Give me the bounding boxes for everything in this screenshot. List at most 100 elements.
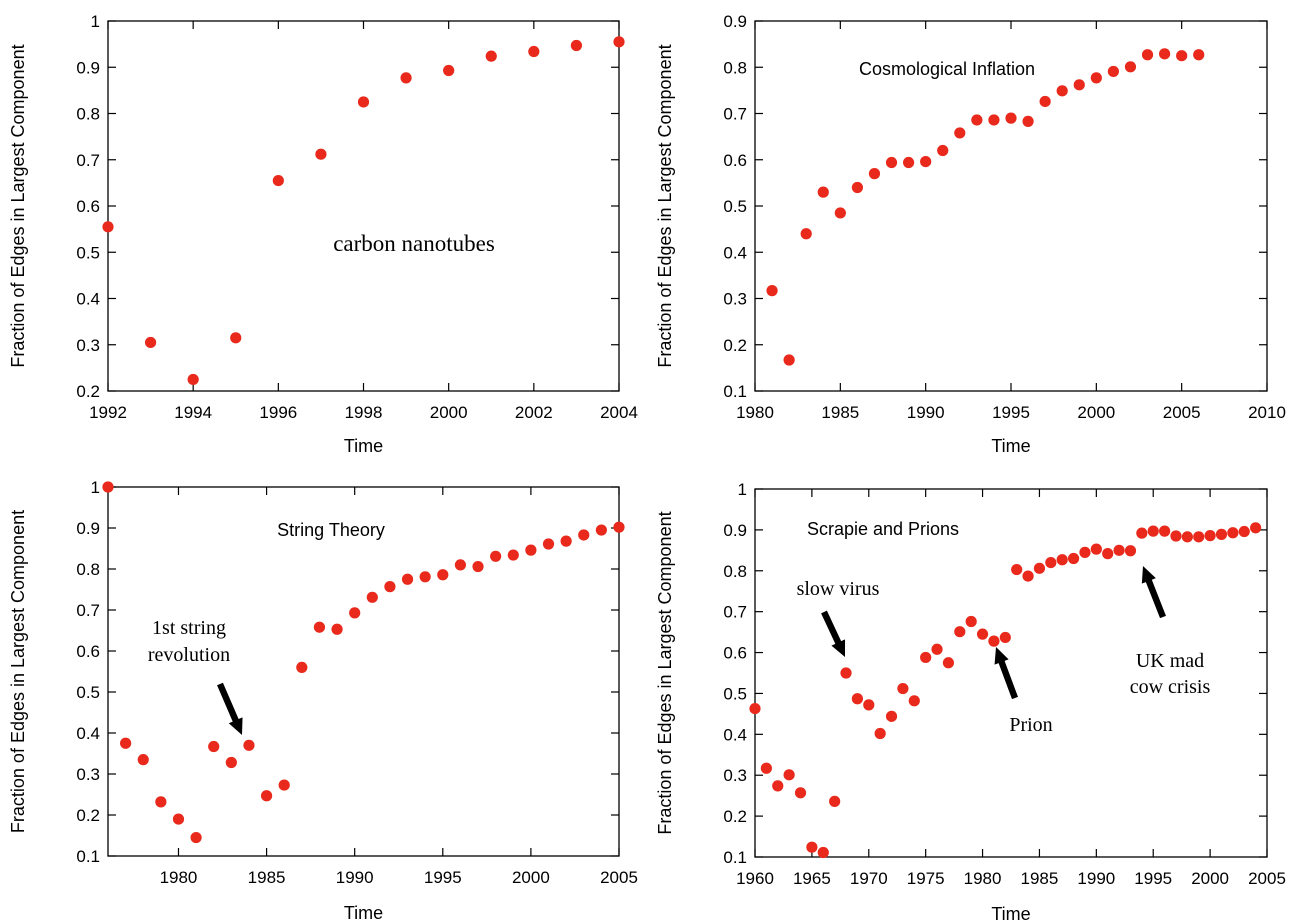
data-point bbox=[920, 156, 932, 168]
data-point bbox=[313, 621, 326, 633]
y-tick-label: 0.7 bbox=[723, 105, 747, 124]
data-point bbox=[208, 740, 220, 753]
arrow-prion bbox=[994, 647, 1018, 700]
x-tick-label: 1998 bbox=[345, 403, 383, 422]
data-point bbox=[1181, 531, 1193, 543]
x-tick-label: 2004 bbox=[600, 403, 638, 422]
data-point bbox=[490, 550, 502, 562]
data-point bbox=[1090, 72, 1102, 84]
x-tick-label: 2005 bbox=[1163, 403, 1201, 422]
data-point bbox=[485, 50, 497, 62]
data-point bbox=[357, 96, 370, 108]
data-point bbox=[1159, 48, 1171, 60]
data-point bbox=[1079, 546, 1091, 558]
data-point bbox=[1193, 49, 1205, 61]
data-point bbox=[829, 795, 841, 807]
data-point bbox=[885, 710, 898, 722]
data-point bbox=[315, 148, 327, 160]
data-point bbox=[1045, 557, 1057, 569]
plot-frame bbox=[107, 20, 620, 392]
plot-panel-2: 0.1 0.2 0.3 0.4 0.5 0.6 0.7 0.8 0.9 1980 1985 1990 1… bbox=[655, 12, 1286, 456]
y-tick-label: 0.9 bbox=[76, 58, 100, 77]
x-axis-label: Time bbox=[991, 904, 1030, 921]
data-point bbox=[1011, 563, 1023, 576]
data-point bbox=[331, 623, 343, 635]
data-point bbox=[507, 549, 519, 561]
y-tick-label: 0.6 bbox=[723, 151, 747, 170]
data-point bbox=[783, 769, 795, 781]
y-axis-label: Fraction of Edges in Largest Component bbox=[655, 511, 675, 834]
data-point bbox=[885, 156, 898, 169]
y-tick-label: 0.2 bbox=[76, 382, 100, 401]
data-point bbox=[1141, 49, 1154, 61]
data-point bbox=[1022, 115, 1034, 127]
data-point bbox=[840, 667, 852, 679]
data-point bbox=[528, 45, 540, 58]
x-tick-label: 1996 bbox=[259, 403, 297, 422]
arrow-slow-virus bbox=[821, 610, 846, 657]
data-point bbox=[137, 754, 149, 766]
data-point bbox=[278, 779, 290, 791]
y-tick-label: 0.4 bbox=[723, 725, 747, 744]
data-point bbox=[971, 114, 983, 126]
y-tick-label: 0.5 bbox=[76, 243, 100, 262]
plot-panel-1: 0.2 0.3 0.4 0.5 0.6 0.7 0.8 0.9 1 1992 1994 1996 199… bbox=[8, 12, 638, 456]
y-tick-label: 0.9 bbox=[723, 12, 747, 31]
x-tick-label: 1994 bbox=[174, 403, 212, 422]
x-tick-label: 1990 bbox=[336, 868, 374, 887]
annotation-string-theory: String Theory bbox=[277, 520, 385, 540]
x-tick-label: 1985 bbox=[1021, 869, 1059, 888]
y-tick-label: 0.4 bbox=[76, 724, 100, 743]
y-tick-label: 0.6 bbox=[723, 644, 747, 663]
data-point bbox=[1136, 527, 1148, 539]
data-point bbox=[1170, 530, 1182, 542]
data-point bbox=[120, 737, 132, 749]
data-point bbox=[272, 174, 284, 187]
y-tick-label: 0.2 bbox=[76, 806, 100, 825]
data-point bbox=[570, 39, 583, 52]
data-point bbox=[772, 780, 784, 792]
x-tick-label: 1995 bbox=[992, 403, 1030, 422]
plot-panel-3: 0.1 0.2 0.3 0.4 0.5 0.6 0.7 0.8 0.9 1 1980 1985 1990… bbox=[8, 478, 638, 921]
arrow-string-revolution bbox=[217, 682, 243, 735]
data-point bbox=[806, 841, 818, 853]
data-point bbox=[1215, 528, 1228, 540]
data-point bbox=[897, 682, 909, 695]
y-tick-label: 0.2 bbox=[723, 336, 747, 355]
y-tick-label: 0.9 bbox=[76, 519, 100, 538]
y-tick-label: 0.8 bbox=[723, 562, 747, 581]
x-tick-label: 1960 bbox=[736, 869, 774, 888]
plot-frame bbox=[754, 488, 1268, 858]
data-point bbox=[1159, 525, 1171, 537]
x-tick-label: 2010 bbox=[1248, 403, 1286, 422]
x-tick-label: 1995 bbox=[1134, 869, 1172, 888]
x-tick-label: 1970 bbox=[850, 869, 888, 888]
y-axis-label: Fraction of Edges in Largest Component bbox=[8, 510, 28, 833]
y-tick-label: 0.8 bbox=[723, 58, 747, 77]
y-tick-label: 0.1 bbox=[723, 848, 747, 867]
data-point bbox=[172, 813, 185, 825]
data-point bbox=[942, 657, 955, 669]
data-point bbox=[102, 481, 114, 493]
data-point bbox=[1067, 552, 1080, 565]
data-point bbox=[595, 524, 607, 536]
data-point bbox=[1056, 554, 1068, 566]
data-point bbox=[225, 756, 237, 769]
data-point bbox=[920, 651, 932, 664]
data-point bbox=[1022, 570, 1034, 582]
data-point bbox=[1005, 112, 1017, 124]
y-tick-label: 0.1 bbox=[76, 847, 100, 866]
data-point bbox=[102, 221, 114, 233]
data-point bbox=[1039, 95, 1051, 108]
x-tick-label: 1965 bbox=[793, 869, 831, 888]
data-point bbox=[988, 635, 1000, 647]
y-tick-label: 0.5 bbox=[723, 197, 747, 216]
x-tick-label: 1980 bbox=[160, 868, 198, 887]
y-tick-label: 0.6 bbox=[76, 197, 100, 216]
y-axis-label: Fraction of Edges in Largest Component bbox=[8, 44, 28, 367]
annotation-1st-string: 1st string bbox=[152, 617, 226, 639]
x-tick-label: 2000 bbox=[430, 403, 468, 422]
data-point bbox=[190, 831, 202, 844]
annotation-cow-crisis: cow crisis bbox=[1130, 676, 1211, 698]
y-axis-label: Fraction of Edges in Largest Component bbox=[655, 44, 675, 367]
